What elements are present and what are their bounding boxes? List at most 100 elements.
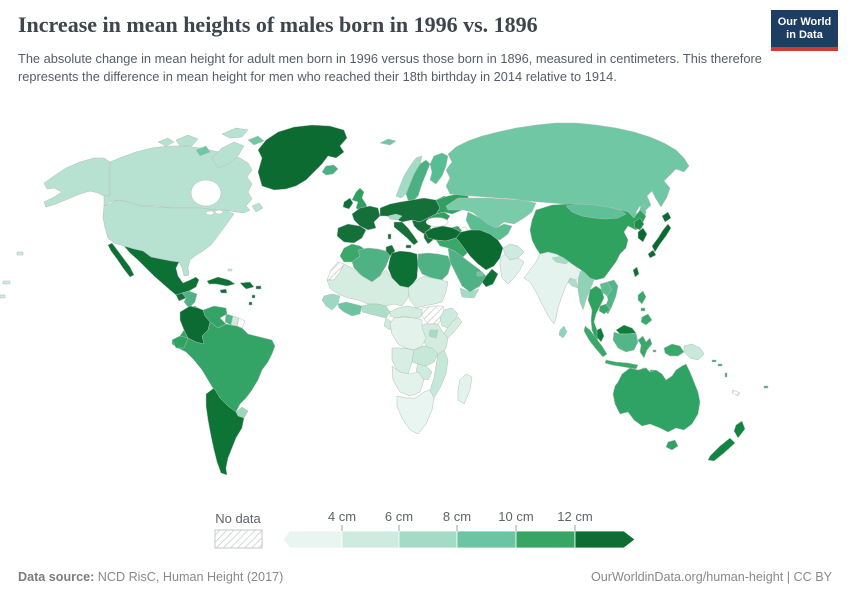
region-mexico-baja[interactable]: [107, 242, 135, 278]
region-ghana-ivory[interactable]: [337, 301, 363, 317]
legend-bin-5[interactable]: [515, 530, 576, 549]
region-sicily[interactable]: [405, 244, 412, 249]
region-sulawesi[interactable]: [637, 335, 653, 359]
region-zambia[interactable]: [411, 345, 439, 367]
legend-bin-3[interactable]: [398, 530, 458, 549]
region-malaysia[interactable]: [596, 327, 605, 343]
region-south-africa[interactable]: [396, 389, 435, 435]
region-vanuatu[interactable]: [724, 372, 728, 378]
region-taiwan[interactable]: [632, 266, 640, 278]
region-ecuador[interactable]: [171, 335, 189, 349]
region-drc[interactable]: [389, 316, 427, 351]
region-honduras-nicaragua[interactable]: [181, 290, 198, 309]
legend-bin-1[interactable]: [282, 530, 343, 549]
legend-bin-2[interactable]: [341, 530, 400, 549]
legend-bin-6[interactable]: [574, 530, 636, 549]
region-polynesia-a[interactable]: [2, 280, 11, 285]
region-gabon[interactable]: [383, 317, 393, 331]
region-hawaii[interactable]: [16, 251, 24, 256]
region-angola[interactable]: [391, 347, 415, 375]
region-mongolia[interactable]: [565, 203, 627, 220]
owid-logo[interactable]: Our World in Data: [771, 10, 838, 51]
region-solomon-a[interactable]: [711, 359, 717, 363]
region-ellesmere-island[interactable]: [221, 127, 249, 139]
region-sri-lanka[interactable]: [558, 325, 568, 339]
region-arctic-island-a[interactable]: [195, 145, 211, 157]
region-solomon-b[interactable]: [717, 363, 723, 367]
region-iberia[interactable]: [336, 223, 367, 244]
region-fiji[interactable]: [763, 385, 769, 389]
region-colombia[interactable]: [179, 305, 211, 345]
region-north-korea[interactable]: [633, 217, 645, 231]
region-argentina-chile[interactable]: [205, 387, 245, 476]
region-jamaica[interactable]: [219, 288, 228, 294]
region-senegal-guinea[interactable]: [321, 293, 341, 311]
region-iran[interactable]: [455, 229, 504, 271]
region-puerto-rico[interactable]: [255, 285, 262, 290]
region-yemen[interactable]: [459, 287, 480, 299]
region-java[interactable]: [604, 359, 639, 370]
region-newfoundland[interactable]: [251, 202, 264, 213]
region-vietnam[interactable]: [603, 279, 619, 315]
region-madagascar[interactable]: [457, 373, 473, 405]
region-greenland[interactable]: [257, 124, 348, 191]
region-cuba[interactable]: [206, 276, 236, 287]
region-france[interactable]: [351, 205, 381, 231]
region-switzerland-austria[interactable]: [387, 213, 403, 221]
region-victoria-island[interactable]: [175, 134, 199, 147]
region-sudan[interactable]: [407, 275, 449, 309]
region-tasmania[interactable]: [665, 439, 679, 451]
region-new-caledonia-no-data[interactable]: [731, 389, 741, 397]
region-alaska[interactable]: [43, 157, 111, 208]
region-cambodia[interactable]: [598, 303, 611, 315]
region-ireland[interactable]: [342, 197, 354, 210]
region-papua-new-guinea[interactable]: [683, 343, 705, 361]
region-iceland[interactable]: [321, 164, 339, 176]
region-french-guiana[interactable]: [236, 317, 246, 329]
region-uganda-kenya[interactable]: [428, 329, 439, 339]
region-polynesia-b[interactable]: [0, 294, 6, 299]
region-hispaniola[interactable]: [239, 281, 255, 290]
region-nigeria[interactable]: [361, 303, 391, 319]
region-banks-island[interactable]: [157, 137, 175, 147]
legend-bin-4[interactable]: [456, 530, 517, 549]
region-oman[interactable]: [481, 268, 499, 288]
region-baffin-island[interactable]: [211, 141, 245, 169]
legend-no-data-swatch[interactable]: [214, 529, 263, 549]
region-egypt[interactable]: [417, 252, 452, 281]
region-norway[interactable]: [395, 155, 423, 199]
region-west-new-guinea[interactable]: [663, 343, 685, 357]
region-antilles-a[interactable]: [251, 294, 256, 299]
region-new-zealand-north[interactable]: [733, 420, 746, 439]
region-philippines-luzon[interactable]: [637, 290, 647, 305]
region-pakistan[interactable]: [499, 253, 525, 285]
region-antilles-b[interactable]: [248, 301, 253, 306]
region-philippines-visayas[interactable]: [640, 307, 646, 312]
region-svalbard[interactable]: [379, 138, 397, 146]
region-mozambique[interactable]: [429, 349, 449, 399]
region-kalimantan[interactable]: [612, 331, 639, 353]
region-sumatra[interactable]: [583, 325, 608, 358]
region-kazakhstan[interactable]: [445, 197, 537, 229]
region-namibia-botswana[interactable]: [391, 365, 425, 397]
region-arctic-island-b[interactable]: [247, 135, 265, 146]
region-malaysia-borneo[interactable]: [615, 324, 637, 335]
region-south-korea[interactable]: [637, 227, 648, 243]
region-japan-kyushu[interactable]: [647, 249, 657, 259]
region-sardinia[interactable]: [387, 233, 392, 240]
region-mexico[interactable]: [123, 245, 200, 296]
region-bangladesh[interactable]: [567, 277, 579, 289]
region-italy[interactable]: [393, 221, 419, 246]
region-philippines-mindanao[interactable]: [640, 313, 653, 326]
region-japan-honshu[interactable]: [651, 223, 672, 253]
region-russia[interactable]: [445, 122, 690, 225]
region-new-zealand-south[interactable]: [707, 437, 736, 462]
region-maluku[interactable]: [652, 349, 657, 353]
license-link[interactable]: OurWorldinData.org/human-height | CC BY: [590, 570, 832, 584]
region-finland[interactable]: [429, 152, 449, 185]
region-cameroon-car[interactable]: [389, 305, 425, 319]
region-uae[interactable]: [476, 271, 484, 277]
region-japan-hokkaido[interactable]: [661, 211, 672, 223]
region-united-kingdom[interactable]: [351, 187, 369, 213]
region-bahamas[interactable]: [227, 268, 233, 272]
